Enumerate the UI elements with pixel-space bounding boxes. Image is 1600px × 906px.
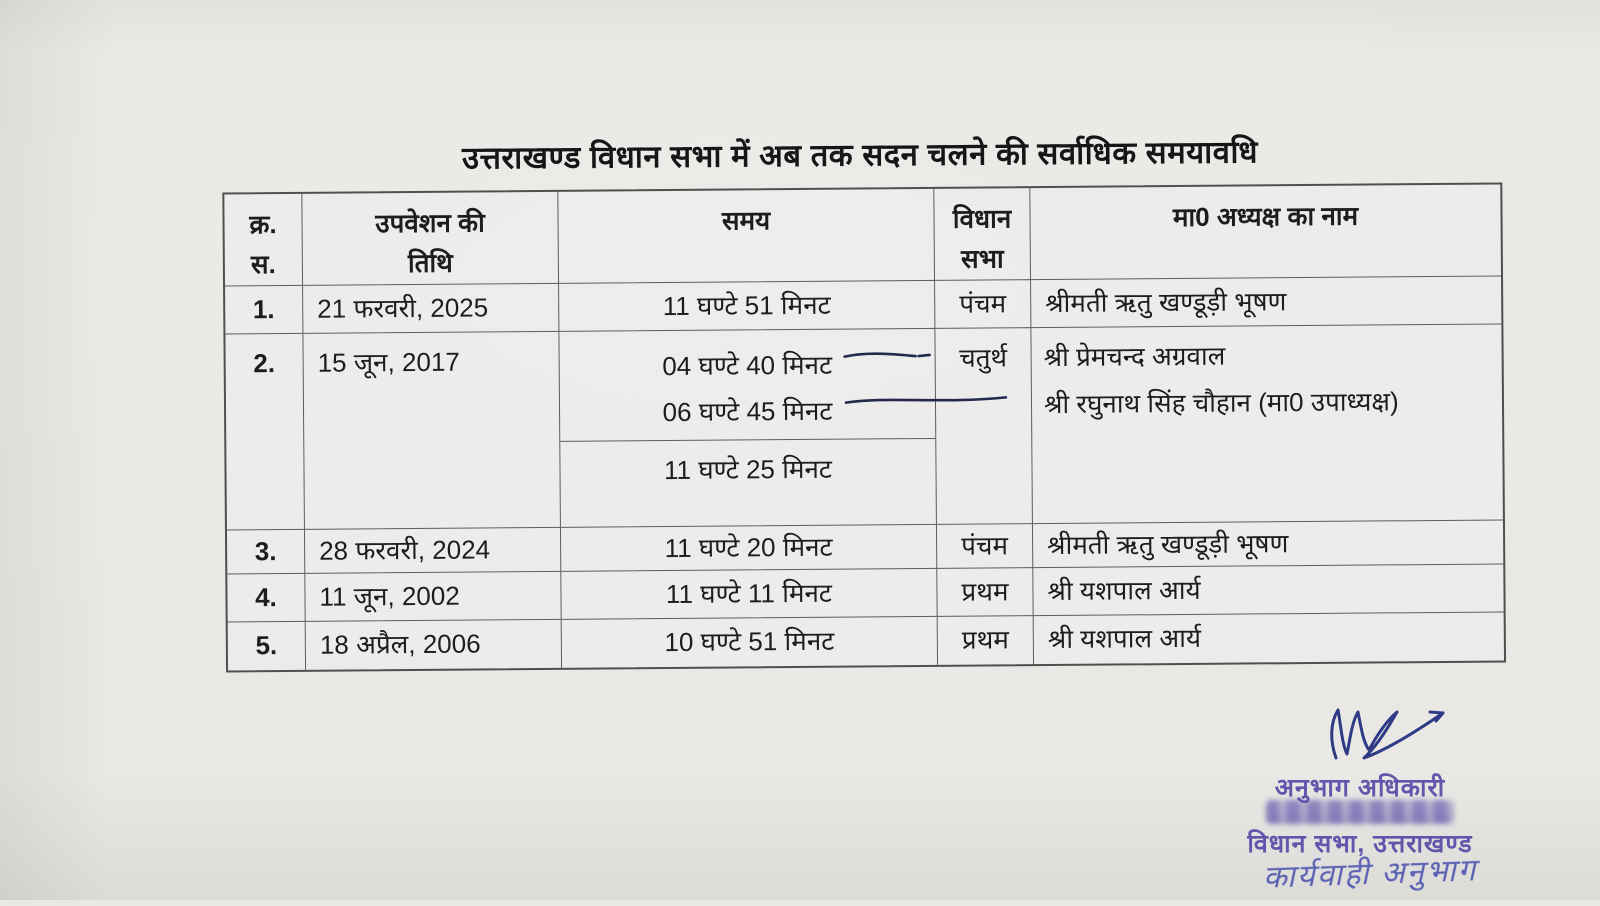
row1-speaker: श्रीमती ऋतु खण्डूड़ी भूषण <box>1031 276 1502 329</box>
stamp-smudge-line <box>1266 800 1454 824</box>
header-session-date: उपवेशन की तिथि <box>302 191 560 286</box>
row4-date: 11 जून, 2002 <box>305 571 562 622</box>
row3-serial: 3. <box>226 529 306 575</box>
row5-speaker: श्री यशपाल आर्य <box>1047 623 1202 655</box>
header-speaker-name: मा0 अध्यक्ष का नाम <box>1030 184 1502 281</box>
row2-speaker-cell: श्री प्रेमचन्द अग्रवाल श्री रघुनाथ सिंह … <box>1031 324 1503 525</box>
row5-serial: 5. <box>227 621 307 671</box>
row2-date: 15 जून, 2017 <box>303 331 561 530</box>
row1-assembly: पंचम <box>935 280 1032 329</box>
row3-duration: 11 घण्टे 20 मिनट <box>560 524 938 572</box>
row1-serial: 1. <box>225 285 304 335</box>
row5-assembly: प्रथम <box>937 616 1035 665</box>
row1-date: 21 फरवरी, 2025 <box>303 283 560 334</box>
header-assembly: विधान सभा <box>934 188 1032 281</box>
row2-duration-total: 11 घण्टे 25 मिनट <box>663 453 833 486</box>
row4-speaker: श्री यशपाल आर्य <box>1033 564 1504 617</box>
row2-duration-parts: 04 घण्टे 40 मिनट 06 घण्टे 45 मिनट <box>559 328 936 442</box>
page-title: उत्तराखण्ड विधान सभा में अब तक सदन चलने … <box>461 134 1259 176</box>
row5-date: 18 अप्रैल, 2006 <box>305 619 563 670</box>
row4-duration: 11 घण्टे 11 मिनट <box>561 568 938 620</box>
sessions-table: क्र. स. उपवेशन की तिथि समय विधान सभा मा0… <box>222 182 1507 673</box>
row2-assembly: चतुर्थ <box>935 328 1033 525</box>
row1-duration: 11 घण्टे 51 मिनट <box>559 280 936 332</box>
row2-serial: 2. <box>225 333 305 531</box>
row3-assembly: पंचम <box>936 524 1034 569</box>
row2-duration-cell: 04 घण्टे 40 मिनट 06 घण्टे 45 मिनट 11 घण्… <box>559 328 937 528</box>
row2-duration-total-cell: 11 घण्टे 25 मिनट <box>560 439 935 489</box>
row3-date: 28 फरवरी, 2024 <box>304 527 562 574</box>
header-serial-number: क्र. स. <box>224 193 304 287</box>
row5-duration: 10 घण्टे 51 मिनट <box>561 616 939 668</box>
row4-assembly: प्रथम <box>937 568 1034 617</box>
handwritten-section-note: कार्यवाही अनुभाग <box>1262 852 1478 895</box>
row2-duration-part2: 06 घण्टे 45 मिनट <box>662 395 833 428</box>
header-duration: समय <box>558 188 936 284</box>
row3-speaker: श्रीमती ऋतु खण्डूड़ी भूषण <box>1032 520 1504 569</box>
row2-speaker1: श्री प्रेमचन्द अग्रवाल <box>1043 340 1226 373</box>
stamp-officer-title: अनुभाग अधिकारी <box>1274 774 1446 802</box>
stamp-assembly-name: विधान सभा, उत्तराखण्ड <box>1247 830 1473 858</box>
row4-serial: 4. <box>227 573 306 623</box>
row2-duration-part1: 04 घण्टे 40 मिनट <box>662 349 833 382</box>
row2-speaker2: श्री रघुनाथ सिंह चौहान (मा0 उपाध्यक्ष) <box>1043 386 1399 420</box>
